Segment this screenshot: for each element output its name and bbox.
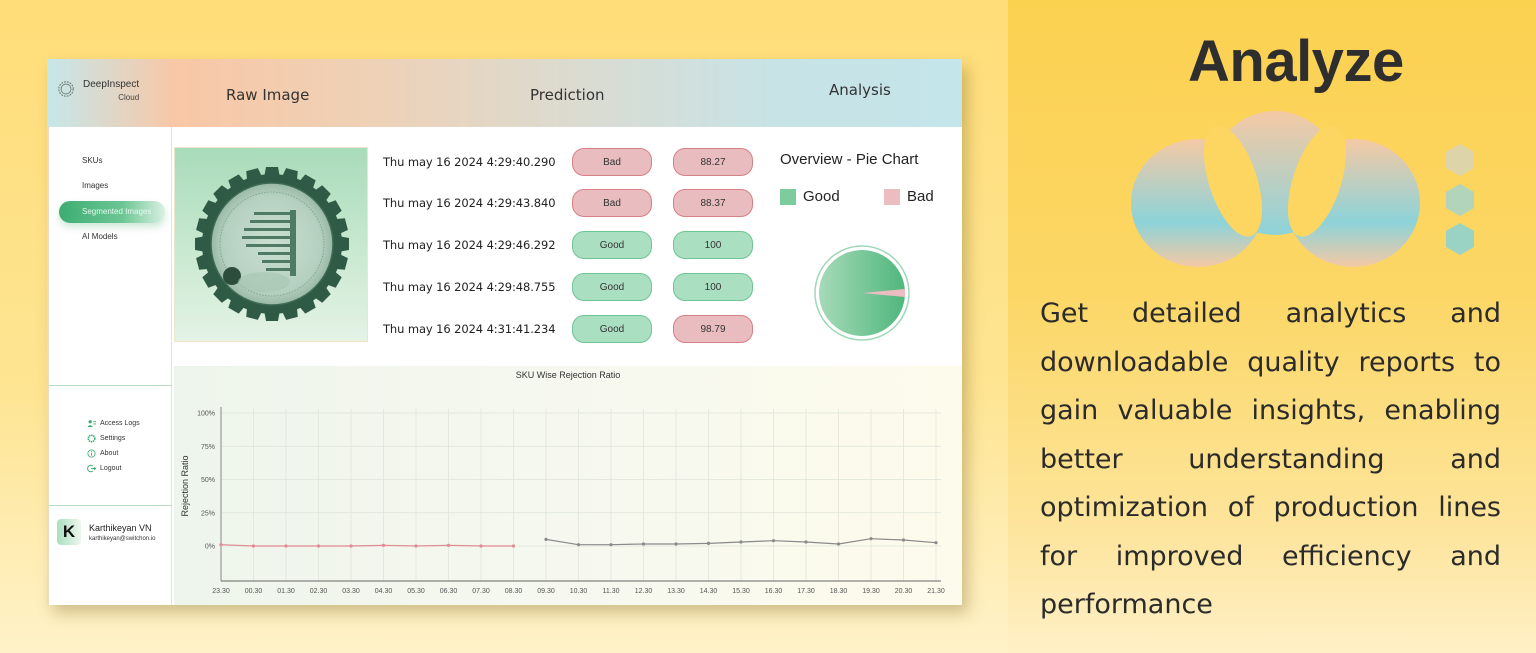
legend-good: Good: [780, 188, 840, 205]
svg-text:01.30: 01.30: [277, 588, 295, 595]
users-icon: [87, 419, 96, 427]
avatar: K: [57, 519, 81, 545]
promo-title: Analyze: [1188, 29, 1404, 94]
promo-description: Get detailed analytics and downloadable …: [1040, 298, 1501, 620]
sidebar-item-images[interactable]: Images: [82, 181, 109, 190]
svg-text:15.30: 15.30: [732, 588, 750, 595]
svg-text:23.30: 23.30: [212, 588, 230, 595]
legend-bad-label: Bad: [907, 188, 934, 205]
sidebar-divider: [49, 505, 172, 506]
about-label: About: [100, 449, 119, 457]
svg-text:75%: 75%: [201, 444, 215, 451]
logout-link[interactable]: Logout: [87, 462, 121, 474]
header-raw-image: Raw Image: [226, 86, 310, 104]
legend-swatch-bad: [884, 188, 900, 205]
prediction-row: Thu may 16 2024 4:29:43.840 Bad 88.37: [383, 188, 753, 218]
sidebar: SKUs Images Segmented Images AI Models A…: [47, 127, 172, 605]
prediction-result-badge: Good: [572, 315, 652, 343]
user-profile[interactable]: K Karthikeyan VN karthikeyan@switchon.io: [57, 519, 155, 545]
prediction-result-badge: Bad: [572, 189, 652, 217]
venn-decoration-icon: [1131, 111, 1474, 267]
prediction-row: Thu may 16 2024 4:29:48.755 Good 100: [383, 272, 753, 302]
svg-text:14.30: 14.30: [700, 588, 718, 595]
prediction-row: Thu may 16 2024 4:29:40.290 Bad 88.27: [383, 147, 753, 177]
logout-icon: [87, 464, 96, 472]
app-window: DeepInspect Cloud Raw Image Prediction A…: [47, 59, 962, 605]
prediction-row: Thu may 16 2024 4:31:41.234 Good 98.79: [383, 314, 753, 344]
prediction-timestamp: Thu may 16 2024 4:29:43.840: [383, 196, 556, 210]
prediction-row: Thu may 16 2024 4:29:46.292 Good 100: [383, 230, 753, 260]
svg-text:19.30: 19.30: [862, 588, 880, 595]
line-chart-title: SKU Wise Rejection Ratio: [515, 370, 621, 380]
svg-text:0%: 0%: [205, 544, 215, 551]
svg-text:05.30: 05.30: [407, 588, 425, 595]
svg-text:100%: 100%: [197, 411, 215, 418]
svg-text:12.30: 12.30: [635, 588, 653, 595]
right-panel-background: [1008, 0, 1536, 653]
prediction-score-badge: 88.37: [673, 189, 753, 217]
user-email: karthikeyan@switchon.io: [89, 535, 156, 542]
svg-text:07.30: 07.30: [472, 588, 490, 595]
legend-swatch-good: [780, 188, 796, 205]
header-analysis: Analysis: [829, 81, 891, 99]
prediction-result-badge: Bad: [572, 148, 652, 176]
svg-text:00.30: 00.30: [245, 588, 263, 595]
svg-text:13.30: 13.30: [667, 588, 685, 595]
prediction-score-badge: 100: [673, 231, 753, 259]
access-logs-link[interactable]: Access Logs: [87, 417, 140, 429]
prediction-timestamp: Thu may 16 2024 4:29:46.292: [383, 238, 556, 252]
logout-label: Logout: [100, 464, 122, 472]
sidebar-divider: [49, 385, 172, 386]
settings-label: Settings: [100, 434, 126, 442]
svg-text:50%: 50%: [201, 477, 215, 484]
app-header: DeepInspect Cloud Raw Image Prediction A…: [47, 59, 962, 127]
prediction-result-badge: Good: [572, 231, 652, 259]
svg-text:06.30: 06.30: [440, 588, 458, 595]
prediction-score-badge: 88.27: [673, 148, 753, 176]
prediction-timestamp: Thu may 16 2024 4:29:40.290: [383, 155, 556, 169]
pie-chart[interactable]: [813, 244, 911, 342]
legend-good-label: Good: [803, 188, 840, 205]
sidebar-item-skus[interactable]: SKUs: [82, 156, 103, 165]
svg-text:25%: 25%: [201, 510, 215, 517]
info-icon: [87, 448, 96, 458]
svg-text:11.30: 11.30: [603, 588, 620, 595]
logo-name: DeepInspect: [83, 79, 140, 90]
svg-text:04.30: 04.30: [375, 588, 393, 595]
svg-text:10.30: 10.30: [570, 588, 588, 595]
prediction-timestamp: Thu may 16 2024 4:31:41.234: [383, 322, 556, 336]
prediction-result-badge: Good: [572, 273, 652, 301]
user-name: Karthikeyan VN: [89, 522, 152, 533]
sidebar-item-ai-models[interactable]: AI Models: [82, 232, 118, 241]
svg-text:20.30: 20.30: [895, 588, 913, 595]
logo-sub: Cloud: [118, 93, 140, 102]
sidebar-item-segmented-images[interactable]: Segmented Images: [59, 201, 165, 223]
access-logs-label: Access Logs: [100, 419, 140, 427]
pie-chart-title: Overview - Pie Chart: [780, 151, 919, 168]
prediction-score-badge: 100: [673, 273, 753, 301]
svg-text:21.30: 21.30: [927, 588, 945, 595]
settings-link[interactable]: Settings: [87, 432, 125, 444]
raw-image-preview[interactable]: [174, 147, 368, 342]
svg-text:09.30: 09.30: [537, 588, 555, 595]
legend-bad: Bad: [884, 188, 934, 205]
svg-text:16.30: 16.30: [765, 588, 783, 595]
svg-text:17.30: 17.30: [797, 588, 815, 595]
svg-text:08.30: 08.30: [505, 588, 523, 595]
prediction-score-badge: 98.79: [673, 315, 753, 343]
prediction-timestamp: Thu may 16 2024 4:29:48.755: [383, 280, 556, 294]
y-axis-label: Rejection Ratio: [180, 455, 190, 516]
line-chart-plot[interactable]: 23.30 00.30 01.30 02.30 03.30 04.30 05.30 06.30…: [174, 366, 962, 605]
svg-text:02.30: 02.30: [310, 588, 328, 595]
about-link[interactable]: About: [87, 447, 118, 459]
logo[interactable]: DeepInspect Cloud: [57, 79, 139, 103]
header-prediction: Prediction: [530, 86, 605, 104]
logo-icon: [58, 81, 74, 97]
svg-text:03.30: 03.30: [342, 588, 360, 595]
bottle-cap-image: [195, 167, 349, 321]
gear-icon: [87, 433, 96, 443]
svg-text:18.30: 18.30: [830, 588, 848, 595]
rejection-ratio-chart: SKU Wise Rejection Ratio 23.30 00.30 01.30…: [174, 366, 962, 605]
